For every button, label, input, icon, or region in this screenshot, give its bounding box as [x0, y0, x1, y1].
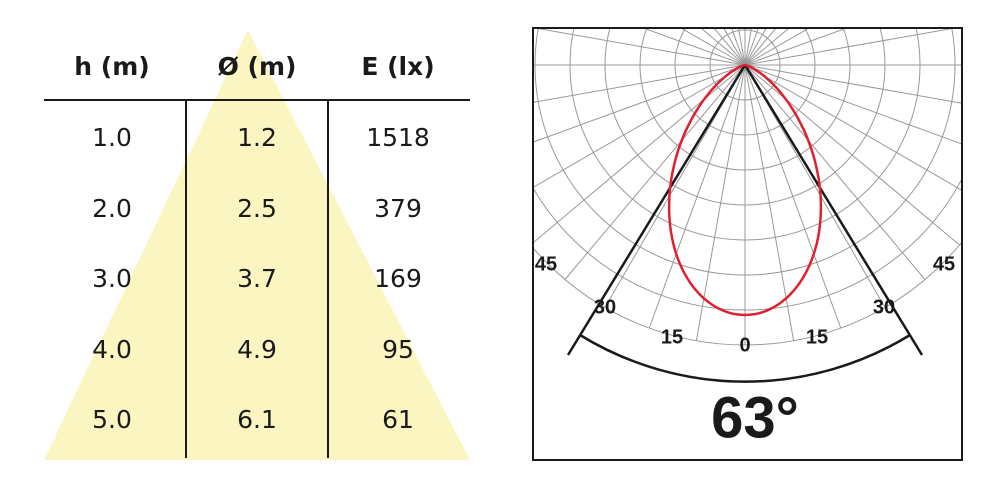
grid-ray — [744, 64, 842, 329]
grid-ray — [648, 64, 746, 329]
grid-ray — [700, 28, 746, 66]
table-cell: 3.7 — [237, 264, 277, 293]
table-cell: 1.2 — [237, 123, 277, 152]
table-cell: 6.1 — [237, 405, 277, 434]
grid-ray — [564, 64, 746, 280]
table-cell: 4.0 — [92, 335, 132, 364]
grid-ray — [695, 64, 746, 341]
angle-arc — [579, 333, 911, 383]
table-cell: 379 — [374, 194, 422, 223]
grid-ray — [744, 28, 811, 66]
grid-ray — [744, 28, 849, 66]
grid-ray — [744, 28, 759, 66]
grid-ray — [737, 28, 746, 66]
grid-ray — [641, 28, 746, 66]
table-cell: 169 — [374, 264, 422, 293]
grid-ray — [744, 64, 962, 145]
grid-ray — [723, 28, 746, 66]
grid-ray — [744, 28, 777, 66]
grid-ray — [533, 64, 746, 143]
column-header: Ø (m) — [218, 52, 297, 81]
table-cell: 3.0 — [92, 264, 132, 293]
table-cell: 61 — [382, 405, 414, 434]
grid-ray — [744, 28, 790, 66]
light-cone — [44, 30, 470, 460]
polar-grid — [533, 28, 962, 346]
column-header: h (m) — [74, 52, 149, 81]
grid-ray — [744, 64, 962, 104]
grid-ray — [533, 64, 746, 103]
table-cell: 1.0 — [92, 123, 132, 152]
table-cell: 5.0 — [92, 405, 132, 434]
angle-label: 45 — [933, 253, 955, 275]
table-cell: 95 — [382, 335, 414, 364]
grid-ray — [744, 28, 958, 66]
angle-label: 0 — [739, 334, 750, 356]
beam-edge — [743, 64, 924, 356]
angle-label: 15 — [806, 326, 828, 348]
angle-label: 15 — [661, 326, 683, 348]
grid-ray — [744, 64, 962, 191]
grid-ray — [731, 28, 746, 66]
grid-ray — [744, 64, 795, 341]
beam-edge — [566, 64, 747, 356]
grid-ray — [533, 28, 746, 66]
polar-frame — [532, 27, 963, 461]
grid-ray — [713, 28, 746, 66]
beam-angle: 63° — [711, 385, 799, 450]
grid-ray — [744, 28, 753, 66]
angle-label: 30 — [873, 296, 895, 318]
grid-ray — [679, 28, 746, 66]
grid-ray — [744, 64, 926, 280]
grid-ray — [744, 64, 960, 246]
angle-label: 45 — [535, 253, 557, 275]
grid-ray — [533, 64, 746, 244]
angle-label: 30 — [594, 296, 616, 318]
table-cell: 2.0 — [92, 194, 132, 223]
table-cell: 4.9 — [237, 335, 277, 364]
grid-ray — [533, 64, 746, 188]
grid-ray — [744, 28, 767, 66]
table-cell: 2.5 — [237, 194, 277, 223]
intensity-curve — [667, 63, 823, 317]
column-header: E (lx) — [361, 52, 434, 81]
table-cell: 1518 — [366, 123, 430, 152]
